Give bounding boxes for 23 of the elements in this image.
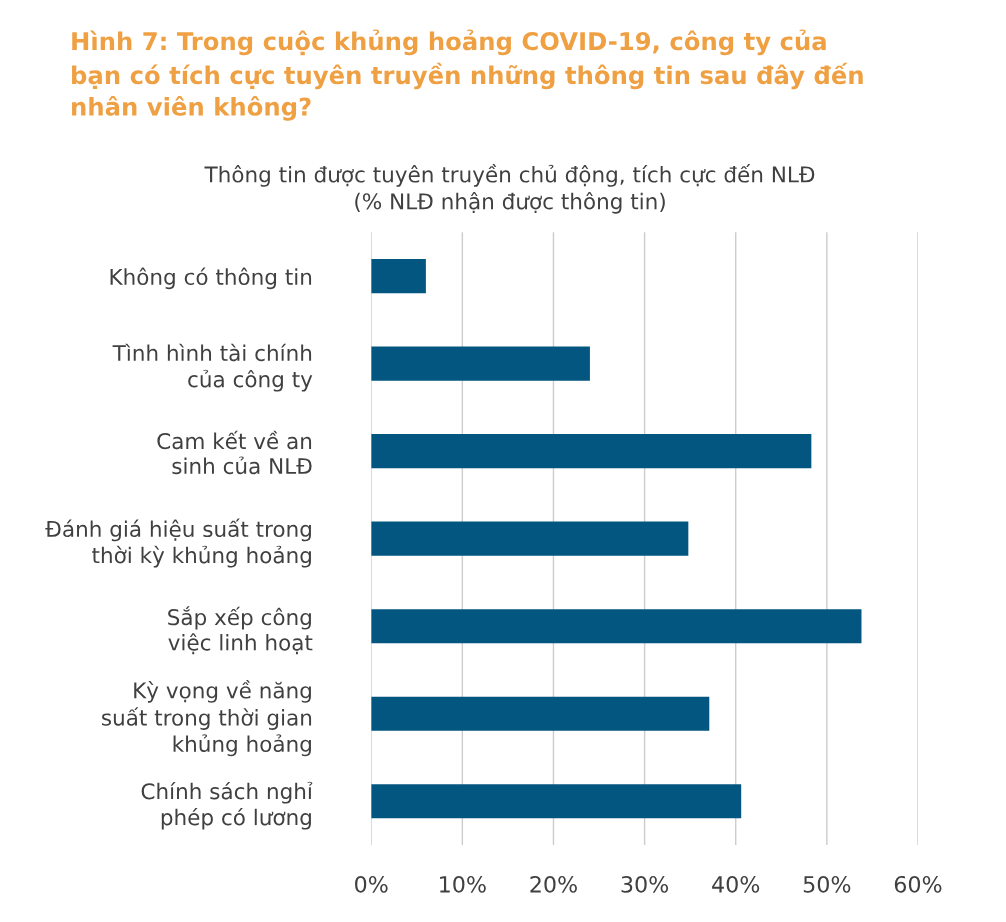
x-tick-label: 0% xyxy=(355,875,388,893)
x-tick-label: 10% xyxy=(440,875,486,893)
bar xyxy=(371,259,426,294)
y-tick-label: Kỳ vọng về năng suất trong thời gian khủng hoảng xyxy=(102,680,312,757)
y-tick-label: Cam kết về an sinh của NLĐ xyxy=(157,430,312,475)
bar xyxy=(371,609,862,644)
y-tick-label: Chính sách nghỉ phép có lương xyxy=(141,781,313,830)
y-tick-label: Tình hình tài chính của công ty xyxy=(112,343,313,392)
chart-title: Hình 7: Trong cuộc khủng hoảng COVID-19, công ty của bạn có tích cực tuyên truyền những thông tin sau đây đến nhân viên không? xyxy=(72,29,863,121)
y-tick-label: Sắp xếp công việc linh hoạt xyxy=(168,606,313,655)
x-tick-label: 40% xyxy=(712,875,760,893)
x-tick-label: 30% xyxy=(621,875,669,893)
chart-subtitle: Thông tin được tuyên truyền chủ động, tích cực đến NLĐ (% NLĐ nhận được thông tin) xyxy=(204,164,815,214)
y-tick-label: Không có thông tin xyxy=(110,267,312,290)
bar xyxy=(371,346,590,381)
bar xyxy=(371,434,812,469)
bar xyxy=(371,521,689,556)
x-tick-label: 60% xyxy=(894,875,942,893)
bar xyxy=(371,696,710,731)
y-tick-label: Đánh giá hiệu suất trong thời kỳ khủng hoảng xyxy=(45,518,311,568)
x-tick-label: 20% xyxy=(530,875,577,893)
bar xyxy=(371,784,742,819)
x-tick-label: 50% xyxy=(803,875,851,893)
